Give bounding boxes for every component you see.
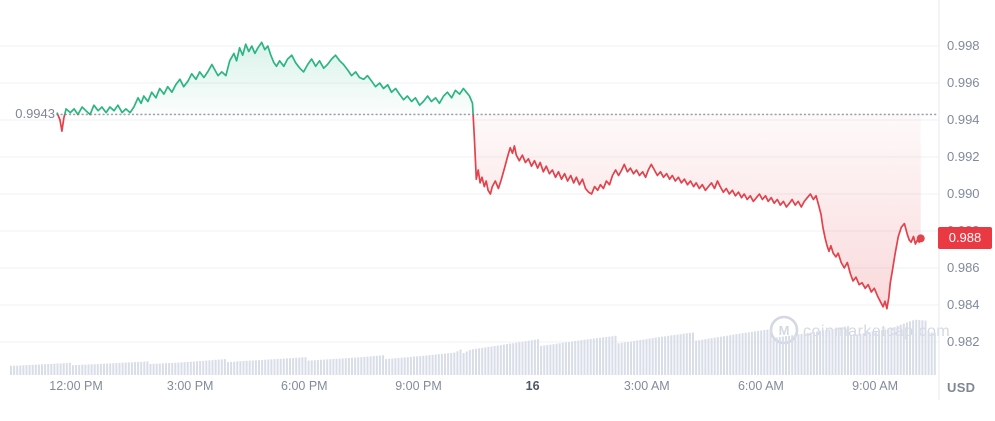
x-tick-label: 6:00 PM: [281, 379, 328, 393]
y-tick-label: 0.986: [947, 260, 980, 275]
y-gridlines: [0, 45, 939, 343]
y-tick-label: 0.994: [947, 112, 980, 127]
volume-bars: [10, 319, 936, 375]
x-tick-label: 6:00 AM: [737, 379, 784, 393]
x-tick-label: 3:00 AM: [623, 379, 670, 393]
y-tick-label: 0.996: [947, 75, 980, 90]
area-fill-down: [57, 114, 921, 309]
baseline-price-label: 0.9943: [15, 106, 55, 121]
price-line-up: [56, 41, 474, 115]
y-tick-label: 0.992: [947, 149, 980, 164]
x-tick-date-label: 16: [525, 379, 540, 393]
x-tick-label: 12:00 PM: [49, 379, 103, 393]
last-price-dot: [916, 234, 925, 243]
x-tick-label: 9:00 PM: [395, 379, 442, 393]
price-line-down: [56, 114, 922, 310]
last-price-badge: 0.988: [938, 227, 992, 249]
y-tick-label: 0.984: [947, 297, 980, 312]
y-tick-label: 0.990: [947, 186, 980, 201]
svg-text:M: M: [779, 323, 790, 338]
x-tick-label: 3:00 PM: [166, 379, 214, 393]
area-fill-up: [57, 42, 474, 115]
x-tick-label: 9:00 AM: [852, 379, 898, 393]
y-tick-label: 0.998: [947, 38, 980, 53]
currency-label: USD: [947, 380, 976, 395]
y-tick-label: 0.982: [947, 334, 980, 349]
